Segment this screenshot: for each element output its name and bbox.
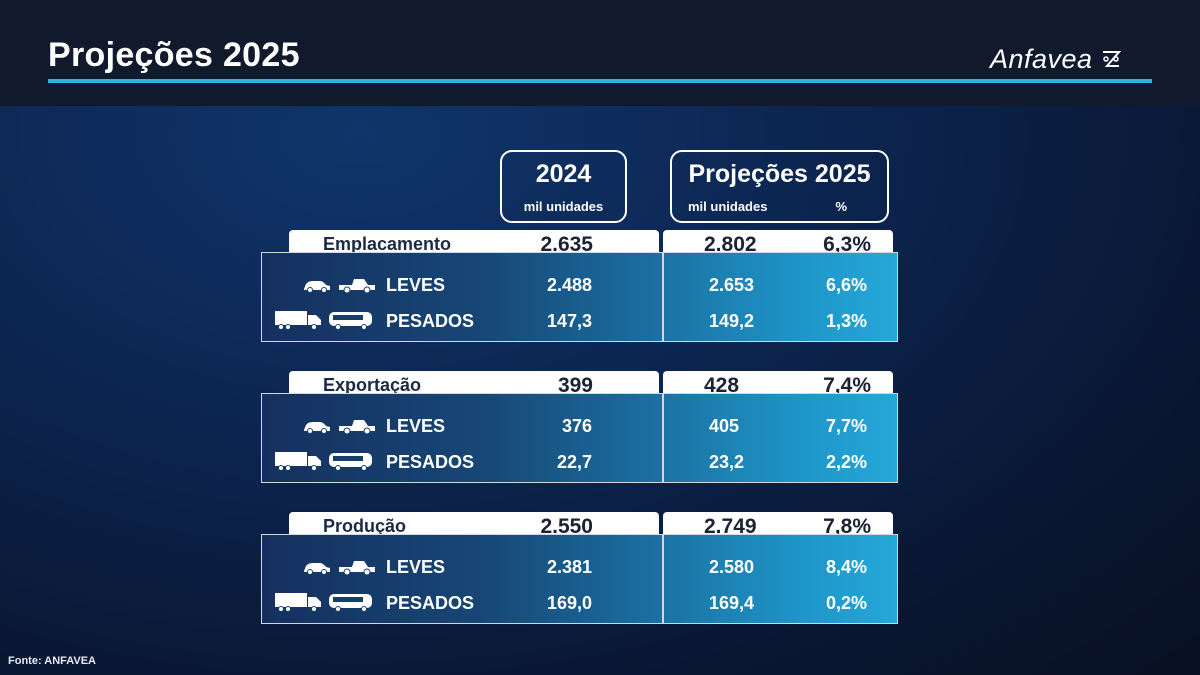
group-value-2025: 2.749 [704,515,757,538]
row-label: PESADOS [386,311,475,331]
group-value-2024: 399 [557,374,593,397]
row-pct: 6,6% [825,275,867,295]
title-underline [48,79,1152,83]
row-value-2025: 169,4 [709,593,755,613]
top-bar [0,0,1200,106]
column-divider [662,253,664,341]
column-title-2024: 2024 [535,160,592,188]
row-pct: 8,4% [825,557,867,577]
row-label: PESADOS [386,593,475,613]
row-value-2025: 2.580 [709,557,755,577]
column-divider [662,535,664,623]
logo-text: Anfavea [990,43,1093,74]
truck-bus-icon [274,309,374,331]
group-value-2024: 2.635 [540,233,593,256]
row-label: LEVES [386,557,446,577]
table-row: LEVES 2.381 2.580 8,4% [262,551,897,587]
group-label: Emplacamento [323,234,452,254]
row-label: PESADOS [386,452,475,472]
row-value-2024: 147,3 [546,311,592,331]
truck-bus-icon [274,591,374,613]
group-pct: 7,4% [823,374,871,397]
row-pct: 2,2% [825,452,867,472]
group-pct: 6,3% [823,233,871,256]
anfavea-logo: Anfavea [990,44,1155,74]
table-row: LEVES 376 405 7,7% [262,410,897,446]
group-label: Exportação [323,375,422,395]
group-detail-panel: LEVES 2.381 2.580 8,4% PESADOS 169,0 169… [261,534,898,624]
row-value-2024: 376 [561,416,592,436]
row-value-2024: 2.381 [546,557,592,577]
car-pickup-icon [302,418,376,436]
table-row: PESADOS 147,3 149,2 1,3% [262,305,897,341]
table-row: LEVES 2.488 2.653 6,6% [262,269,897,305]
group-value-2025: 428 [704,374,740,397]
column-title-2025: Projeções 2025 [688,160,871,188]
column-unit-2024: mil unidades [523,199,604,214]
row-pct: 1,3% [825,311,867,331]
car-pickup-icon [302,277,376,295]
row-value-2024: 2.488 [546,275,592,295]
table-row: PESADOS 169,0 169,4 0,2% [262,587,897,623]
row-pct: 0,2% [825,593,867,613]
source-note: Fonte: ANFAVEA [8,655,96,667]
page-title: Projeções 2025 [48,36,300,74]
logo-mark-icon [1102,51,1121,67]
column-pct-2025: % [835,199,847,214]
row-label: LEVES [386,416,446,436]
column-header-2024: 2024 mil unidades [500,150,627,223]
group-value-2024: 2.550 [540,515,593,538]
column-divider [662,394,664,482]
row-label: LEVES [386,275,446,295]
row-pct: 7,7% [825,416,867,436]
group-label: Produção [323,516,407,536]
column-header-2025: Projeções 2025 mil unidades % [670,150,889,223]
group-pct: 7,8% [823,515,871,538]
group-value-2025: 2.802 [704,233,757,256]
column-unit-2025: mil unidades [688,199,768,214]
row-value-2024: 22,7 [556,452,592,472]
group-detail-panel: LEVES 376 405 7,7% PESADOS 22,7 23,2 2,2… [261,393,898,483]
row-value-2025: 405 [709,416,740,436]
row-value-2025: 149,2 [709,311,755,331]
row-value-2025: 23,2 [709,452,745,472]
row-value-2025: 2.653 [709,275,755,295]
table-row: PESADOS 22,7 23,2 2,2% [262,446,897,482]
truck-bus-icon [274,450,374,472]
row-value-2024: 169,0 [546,593,592,613]
group-detail-panel: LEVES 2.488 2.653 6,6% PESADOS 147,3 149… [261,252,898,342]
car-pickup-icon [302,559,376,577]
